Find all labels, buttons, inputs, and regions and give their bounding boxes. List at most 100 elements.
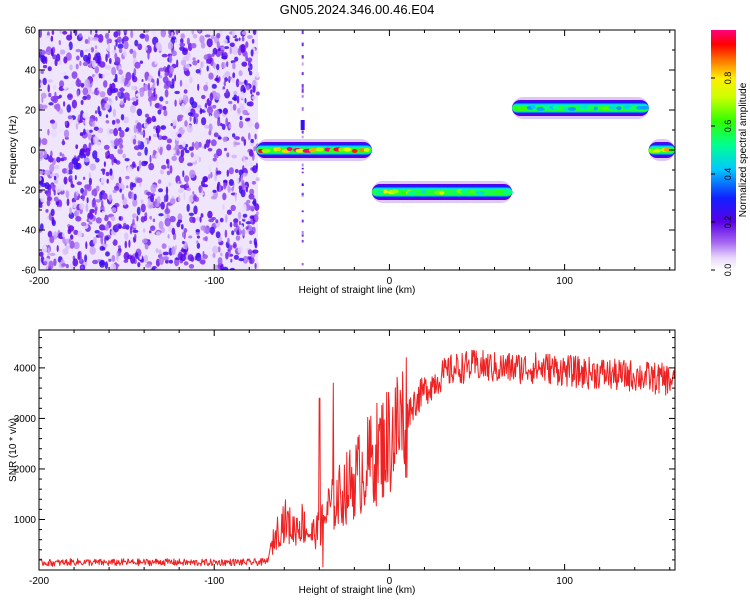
noise-speckle (80, 99, 84, 105)
noise-speckle (160, 125, 166, 130)
noise-speckle (230, 258, 233, 263)
noise-speckle (189, 115, 192, 122)
noise-speckle (212, 189, 217, 193)
noise-speckle (111, 255, 116, 262)
noise-speckle (112, 49, 117, 54)
track-peak (460, 189, 468, 194)
noise-speckle (217, 70, 220, 78)
noise-speckle (143, 123, 148, 129)
noise-speckle (80, 82, 85, 88)
y-tick-label: 20 (25, 106, 37, 117)
noise-speckle (188, 57, 192, 66)
noise-speckle (166, 214, 170, 219)
noise-speckle (171, 50, 177, 57)
noise-speckle (241, 31, 247, 35)
noise-speckle (139, 33, 146, 39)
noise-speckle (70, 234, 74, 240)
noise-speckle (47, 79, 53, 83)
noise-speckle (75, 55, 80, 61)
noise-speckle (246, 199, 251, 204)
noise-speckle (155, 267, 162, 270)
artifact-speck (301, 210, 304, 213)
noise-speckle (212, 252, 216, 258)
noise-speckle (88, 221, 93, 225)
noise-speckle (136, 206, 141, 216)
colorbar-tick-label: 0.6 (723, 120, 733, 133)
noise-speckle (90, 137, 94, 146)
noise-speckle (121, 193, 125, 201)
noise-speckle (231, 230, 235, 236)
noise-speckle (132, 218, 135, 226)
noise-speckle (107, 52, 110, 58)
noise-speckle (79, 132, 84, 137)
noise-speckle (144, 113, 150, 118)
noise-speckle (204, 34, 211, 38)
noise-speckle (109, 168, 113, 176)
noise-speckle (195, 252, 202, 262)
noise-speckle (242, 172, 248, 177)
noise-speckle (105, 151, 109, 157)
noise-speckle (119, 188, 122, 193)
noise-speckle (39, 30, 42, 38)
noise-speckle (151, 115, 156, 123)
noise-speckle (209, 162, 213, 167)
noise-speckle (255, 71, 260, 79)
noise-speckle (189, 216, 195, 223)
noise-speckle (151, 128, 157, 135)
noise-speckle (210, 195, 217, 200)
y-tick-label: -40 (22, 226, 37, 237)
noise-speckle (94, 73, 99, 82)
noise-speckle (84, 39, 89, 44)
noise-speckle (148, 230, 152, 234)
noise-speckle (99, 191, 103, 201)
artifact-speck (301, 183, 304, 186)
noise-speckle (158, 220, 164, 230)
noise-speckle (177, 219, 183, 223)
noise-speckle (68, 41, 73, 51)
noise-speckle (223, 181, 227, 190)
noise-speckle (118, 69, 123, 75)
noise-speckle (92, 37, 99, 41)
noise-speckle (46, 199, 51, 207)
noise-speckle (221, 55, 228, 60)
track-peak (629, 106, 637, 111)
noise-speckle (61, 168, 68, 174)
noise-speckle (254, 262, 257, 270)
noise-speckle (154, 58, 158, 65)
noise-speckle (128, 191, 133, 199)
noise-speckle (103, 96, 109, 102)
noise-speckle (84, 184, 91, 190)
noise-speckle (109, 129, 114, 134)
noise-speckle (75, 48, 81, 53)
noise-speckle (171, 119, 177, 127)
noise-speckle (164, 217, 171, 227)
noise-speckle (139, 60, 143, 64)
noise-speckle (75, 216, 82, 222)
noise-speckle (47, 230, 53, 238)
y-tick-label: 40 (25, 66, 37, 77)
noise-speckle (166, 127, 170, 133)
noise-speckle (185, 70, 191, 77)
noise-speckle (240, 189, 246, 198)
noise-speckle (140, 131, 144, 136)
noise-speckle (128, 239, 131, 248)
noise-speckle (95, 185, 100, 192)
noise-speckle (150, 225, 156, 231)
noise-speckle (250, 218, 254, 224)
noise-speckle (45, 209, 49, 213)
noise-speckle (126, 166, 133, 173)
noise-speckle (154, 198, 158, 206)
noise-speckle (155, 231, 161, 236)
track-peak (391, 189, 399, 194)
noise-speckle (252, 249, 259, 254)
noise-speckle (141, 79, 144, 82)
noise-speckle (176, 221, 181, 228)
noise-speckle (75, 63, 79, 70)
noise-speckle (39, 170, 44, 175)
noise-speckle (67, 115, 73, 120)
noise-speckle (152, 184, 158, 188)
noise-speckle (241, 36, 245, 42)
noise-speckle (87, 36, 91, 45)
noise-speckle (73, 210, 78, 217)
noise-speckle (256, 211, 259, 216)
